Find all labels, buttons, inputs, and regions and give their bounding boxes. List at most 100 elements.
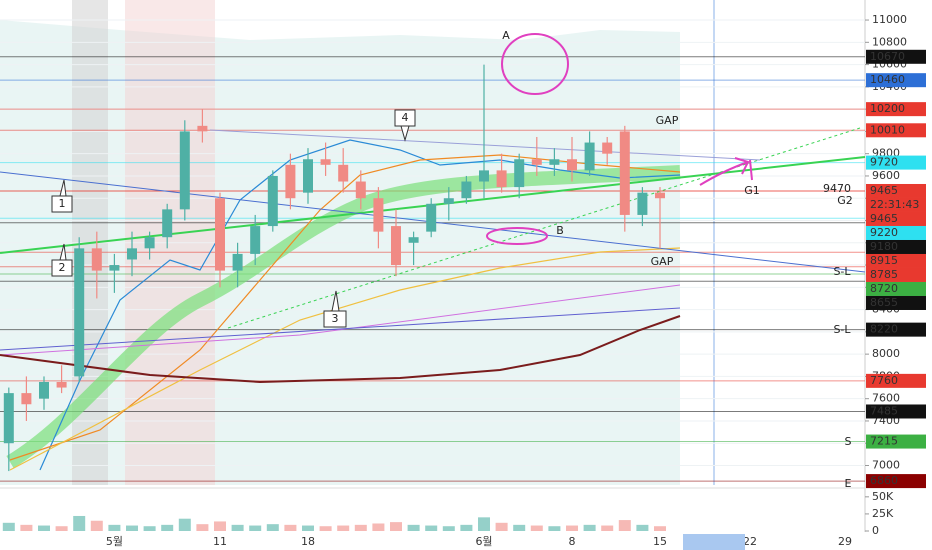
y-tick-label: 11000 [872,13,907,26]
annotation: 2 [59,261,66,274]
volume-bar [249,525,262,531]
annotation: E [845,477,852,490]
price-label: 10010 [870,123,905,136]
candle-body [285,164,296,199]
price-label-box [866,322,926,337]
price-label-box [866,73,926,88]
volume-bar [372,523,385,531]
volume-bar [354,524,367,531]
volume-bar [583,524,596,531]
callout [51,179,73,213]
price-label-box [866,253,926,268]
annotation: S-L [833,323,851,336]
candle-body [443,198,454,204]
candle-body [215,198,225,271]
volume-tick-label: 50K [872,490,894,503]
volume-bar [55,526,68,531]
price-label-box [866,197,926,212]
volume-bar [442,526,455,531]
volume-bar [178,518,191,531]
candle-body [567,159,577,171]
price-label: 8220 [870,323,898,336]
volume-bar [337,525,350,531]
x-tick-label: 15 [653,535,667,548]
volume-bar [618,520,631,531]
annotation: G1 [744,184,760,197]
candle-body [461,181,472,199]
price-label-box [866,183,926,198]
y-tick-label: 7000 [872,459,900,472]
price-label: 7215 [870,435,898,448]
volume-bar [601,525,614,531]
price-label: 8915 [870,254,898,267]
price-label: 9720 [870,156,898,169]
volume-bar [654,526,666,531]
price-label-box [866,295,926,310]
volume-bar [196,524,209,531]
volume-bar [407,524,420,531]
trendline [227,127,861,329]
price-label: 9465 [870,184,898,197]
annotation: GAP [651,255,674,268]
x-tick-label: 6월 [475,535,492,548]
candle-body [408,237,419,243]
ma-darkred [0,315,681,384]
candle-body [637,192,648,215]
price-label: 6860 [870,474,898,487]
price-label: 7485 [870,404,898,417]
volume-bar [513,524,526,531]
candle-body [74,248,85,377]
volume-bar [161,524,174,531]
price-label-box [866,474,926,489]
volume-bar [266,524,279,531]
callout [323,290,347,328]
annotation: S-L [833,265,851,278]
volume-bar [636,524,649,531]
candle-body [3,393,14,444]
price-label: 9220 [870,226,898,239]
candle-body [514,159,525,188]
volume-bar [460,524,473,531]
price-label-box [866,373,926,388]
price-label-box [866,49,926,64]
ma-yellow [9,247,681,471]
candle-body [426,203,437,232]
price-label: 10200 [870,102,905,115]
price-label: 8655 [870,296,898,309]
highlight-circle [501,33,569,95]
annotation: A [502,29,510,42]
highlight-circle [486,227,548,245]
candle-body [109,265,120,271]
price-label: 10460 [870,73,905,86]
candle-body [91,248,102,271]
y-tick-label: 10800 [872,35,907,48]
price-label-box [866,155,926,170]
callout [51,243,73,277]
y-tick-label: 9600 [872,169,900,182]
candle-body [479,170,489,182]
candle-body [267,175,278,227]
annotation: 4 [402,111,409,124]
x-tick-label: 11 [213,535,227,548]
candle-body [303,159,313,193]
candle-body [144,237,155,249]
candle-body [391,226,401,266]
candle-body [197,125,208,132]
candle-body [655,192,665,199]
price-label-box [866,434,926,449]
candle-body [127,248,137,260]
candle-body [56,381,67,388]
annotation: S [845,435,852,448]
ma-blue [39,139,681,471]
volume-bar [478,517,490,531]
volume-bar [231,524,244,531]
candle-body [338,164,349,182]
volume-bar [284,524,297,531]
arrow [699,157,753,186]
volume-bar [108,524,121,531]
volume-bar [126,525,138,531]
volume-tick-label: 0 [872,524,879,537]
price-label-box [866,267,926,282]
volume-tick-label: 25K [872,507,894,520]
volume-bar [2,522,15,531]
